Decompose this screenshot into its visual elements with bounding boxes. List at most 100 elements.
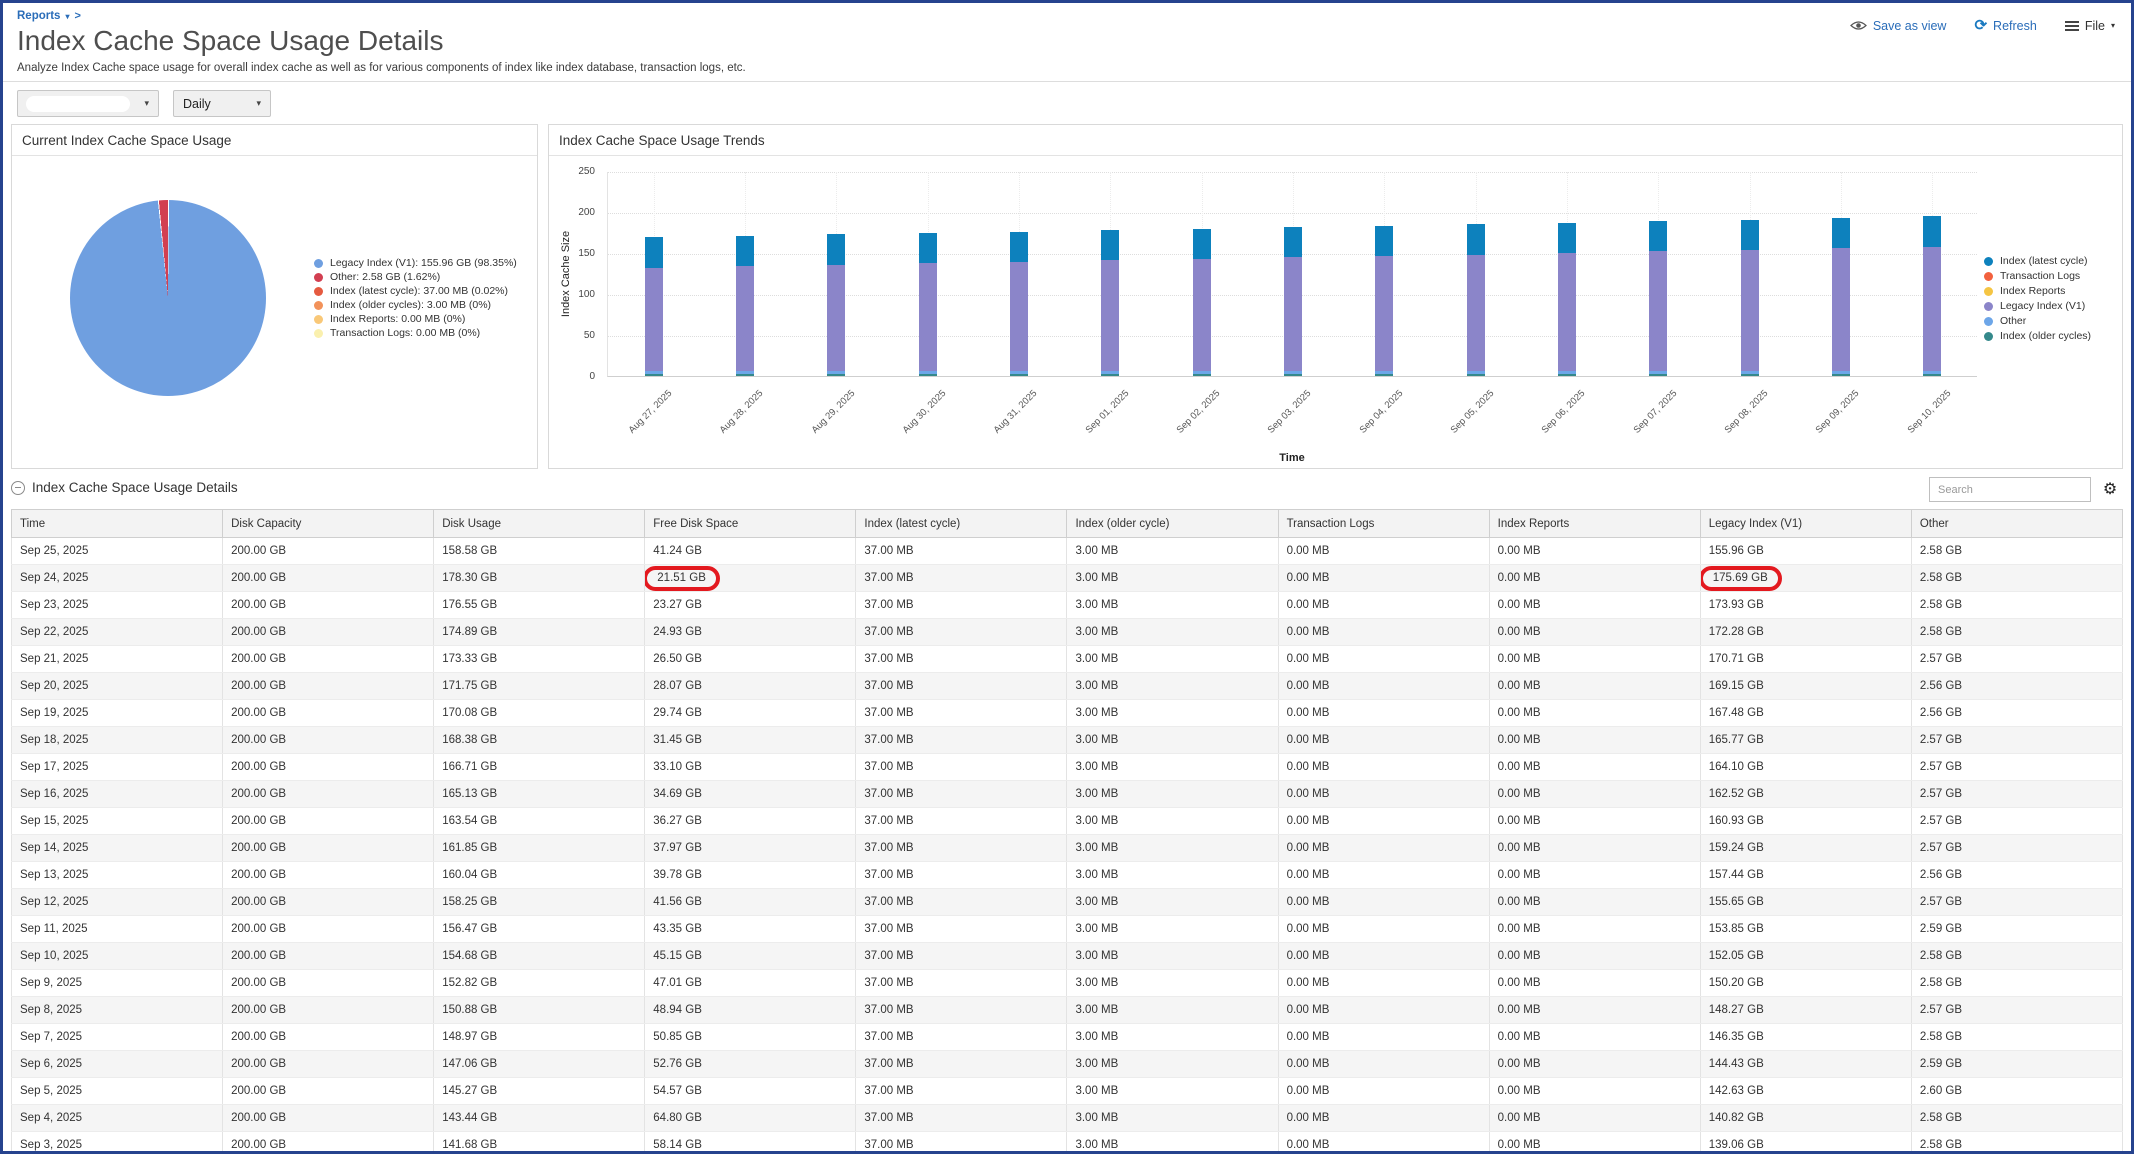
- table-cell: Sep 19, 2025: [12, 700, 223, 727]
- table-cell: 200.00 GB: [223, 673, 434, 700]
- table-cell: 2.57 GB: [1911, 808, 2122, 835]
- table-cell: 0.00 MB: [1278, 565, 1489, 592]
- trends-legend-item[interactable]: Index (latest cycle): [1984, 254, 2114, 269]
- table-section: Index Cache Space Usage Details ⚙ TimeDi…: [3, 469, 2131, 1154]
- column-header[interactable]: Disk Usage: [434, 510, 645, 538]
- trends-legend-item[interactable]: Index (older cycles): [1984, 329, 2114, 344]
- table-cell: 2.57 GB: [1911, 781, 2122, 808]
- column-header[interactable]: Free Disk Space: [645, 510, 856, 538]
- column-header[interactable]: Legacy Index (V1): [1700, 510, 1911, 538]
- table-cell: 147.06 GB: [434, 1051, 645, 1078]
- table-cell: 2.56 GB: [1911, 700, 2122, 727]
- trends-legend-item[interactable]: Transaction Logs: [1984, 269, 2114, 284]
- breadcrumb-reports-link[interactable]: Reports: [17, 10, 60, 22]
- table-cell: 170.08 GB: [434, 700, 645, 727]
- legend-swatch-icon: [314, 287, 323, 296]
- breadcrumb[interactable]: Reports ▾ >: [17, 10, 2117, 22]
- stacked-bar: [1193, 229, 1211, 376]
- column-header[interactable]: Disk Capacity: [223, 510, 434, 538]
- highlight-annotation: 175.69 GB: [1700, 566, 1781, 591]
- table-cell: 2.57 GB: [1911, 646, 2122, 673]
- table-row: Sep 19, 2025200.00 GB170.08 GB29.74 GB37…: [12, 700, 2123, 727]
- table-cell: 150.20 GB: [1700, 970, 1911, 997]
- table-cell: 37.00 MB: [856, 997, 1067, 1024]
- table-cell: Sep 5, 2025: [12, 1078, 223, 1105]
- trends-legend-item[interactable]: Other: [1984, 314, 2114, 329]
- table-cell: 0.00 MB: [1278, 538, 1489, 565]
- table-cell: Sep 23, 2025: [12, 592, 223, 619]
- x-tick-label: Aug 29, 2025: [809, 388, 857, 436]
- pie-legend-item[interactable]: Index Reports: 0.00 MB (0%): [314, 312, 517, 326]
- trends-legend-item[interactable]: Legacy Index (V1): [1984, 299, 2114, 314]
- column-header[interactable]: Index (older cycle): [1067, 510, 1278, 538]
- table-cell: 165.13 GB: [434, 781, 645, 808]
- table-cell: 0.00 MB: [1278, 997, 1489, 1024]
- table-cell: 178.30 GB: [434, 565, 645, 592]
- table-cell: 0.00 MB: [1278, 1024, 1489, 1051]
- pie-legend-item[interactable]: Index (latest cycle): 37.00 MB (0.02%): [314, 284, 517, 298]
- table-row: Sep 12, 2025200.00 GB158.25 GB41.56 GB37…: [12, 889, 2123, 916]
- pie-legend-item[interactable]: Transaction Logs: 0.00 MB (0%): [314, 326, 517, 340]
- table-cell: 2.59 GB: [1911, 916, 2122, 943]
- table-cell: Sep 13, 2025: [12, 862, 223, 889]
- collapse-icon[interactable]: [11, 481, 25, 495]
- table-cell: 143.44 GB: [434, 1105, 645, 1132]
- table-cell: 164.10 GB: [1700, 754, 1911, 781]
- trends-legend-item[interactable]: Index Reports: [1984, 284, 2114, 299]
- table-cell: 155.96 GB: [1700, 538, 1911, 565]
- column-header[interactable]: Time: [12, 510, 223, 538]
- table-cell: 200.00 GB: [223, 754, 434, 781]
- table-cell: 37.00 MB: [856, 727, 1067, 754]
- file-menu-button[interactable]: File ▾: [2065, 19, 2115, 33]
- column-header[interactable]: Index (latest cycle): [856, 510, 1067, 538]
- y-tick-label: 100: [578, 289, 595, 300]
- table-settings-button[interactable]: ⚙: [2097, 477, 2123, 502]
- column-header[interactable]: Transaction Logs: [1278, 510, 1489, 538]
- frequency-dropdown[interactable]: Daily ▾: [173, 90, 271, 117]
- table-cell: 0.00 MB: [1489, 808, 1700, 835]
- stacked-bar: [645, 237, 663, 376]
- table-cell: 2.58 GB: [1911, 538, 2122, 565]
- bar-segment: [736, 266, 754, 371]
- table-row: Sep 3, 2025200.00 GB141.68 GB58.14 GB37.…: [12, 1132, 2123, 1154]
- table-cell: 167.48 GB: [1700, 700, 1911, 727]
- table-cell: 0.00 MB: [1489, 646, 1700, 673]
- table-cell: 140.82 GB: [1700, 1105, 1911, 1132]
- table-cell: 3.00 MB: [1067, 592, 1278, 619]
- pie-panel-title: Current Index Cache Space Usage: [12, 125, 537, 156]
- table-row: Sep 17, 2025200.00 GB166.71 GB33.10 GB37…: [12, 754, 2123, 781]
- pie-legend-item[interactable]: Legacy Index (V1): 155.96 GB (98.35%): [314, 256, 517, 270]
- table-cell: 160.04 GB: [434, 862, 645, 889]
- search-input[interactable]: [1929, 477, 2091, 502]
- y-tick-label: 200: [578, 207, 595, 218]
- table-cell: 150.88 GB: [434, 997, 645, 1024]
- table-cell: 157.44 GB: [1700, 862, 1911, 889]
- x-tick-label: Sep 09, 2025: [1814, 388, 1862, 436]
- save-as-view-button[interactable]: Save as view: [1850, 19, 1947, 33]
- table-cell: 145.27 GB: [434, 1078, 645, 1105]
- table-cell: 37.00 MB: [856, 889, 1067, 916]
- table-cell: 3.00 MB: [1067, 835, 1278, 862]
- table-cell: 200.00 GB: [223, 538, 434, 565]
- table-cell: 0.00 MB: [1278, 1105, 1489, 1132]
- table-cell: 26.50 GB: [645, 646, 856, 673]
- page-header: Reports ▾ > Index Cache Space Usage Deta…: [3, 3, 2131, 81]
- table-cell: 3.00 MB: [1067, 646, 1278, 673]
- column-header[interactable]: Other: [1911, 510, 2122, 538]
- table-row: Sep 5, 2025200.00 GB145.27 GB54.57 GB37.…: [12, 1078, 2123, 1105]
- x-tick-label: Sep 05, 2025: [1449, 388, 1497, 436]
- table-cell: 2.58 GB: [1911, 592, 2122, 619]
- pie-legend-item[interactable]: Other: 2.58 GB (1.62%): [314, 270, 517, 284]
- refresh-icon: ⟳: [1974, 18, 1987, 33]
- highlight-annotation: 21.51 GB: [645, 566, 720, 591]
- column-header[interactable]: Index Reports: [1489, 510, 1700, 538]
- scope-dropdown[interactable]: ▾: [17, 90, 159, 117]
- chevron-down-icon[interactable]: ▾: [65, 12, 69, 21]
- chevron-down-icon: ▾: [2111, 21, 2115, 30]
- y-tick-label: 0: [589, 371, 595, 382]
- refresh-button[interactable]: ⟳ Refresh: [1974, 18, 2036, 33]
- pie-legend-item[interactable]: Index (older cycles): 3.00 MB (0%): [314, 298, 517, 312]
- table-row: Sep 8, 2025200.00 GB150.88 GB48.94 GB37.…: [12, 997, 2123, 1024]
- bar-segment: [1193, 374, 1211, 377]
- bar-segment: [645, 374, 663, 377]
